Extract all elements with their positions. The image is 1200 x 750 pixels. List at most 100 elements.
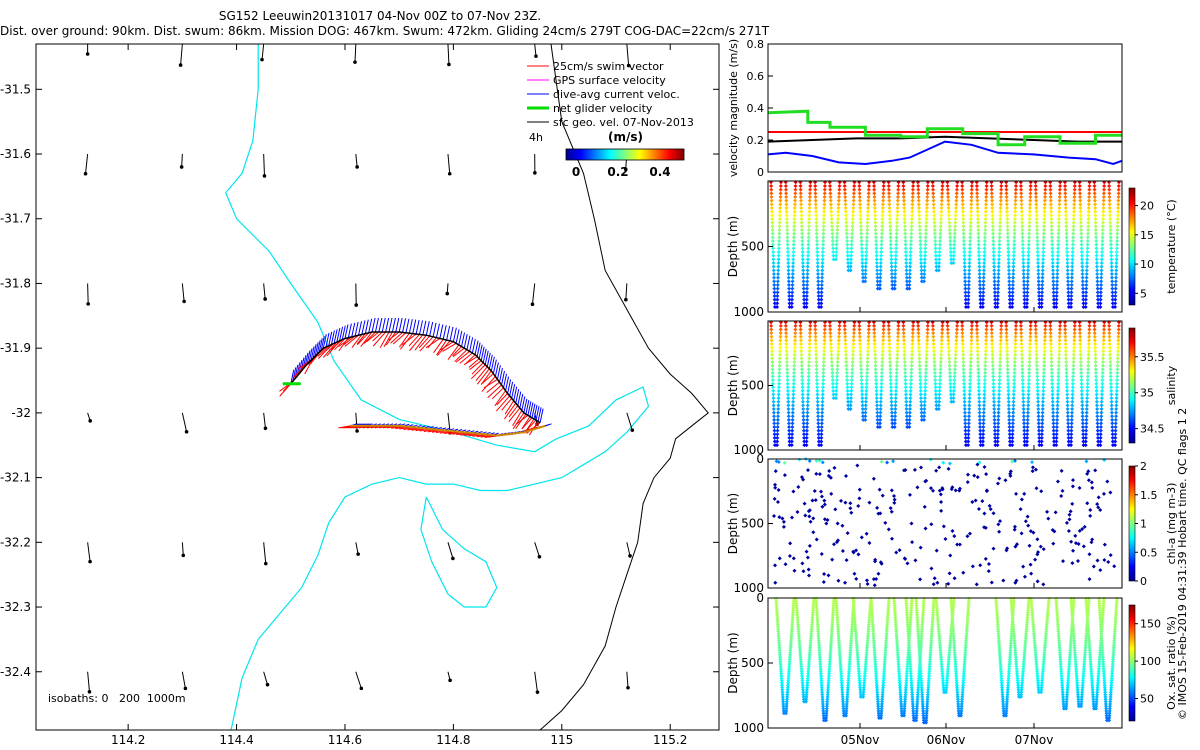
map-legend: 25cm/s swim vector GPS surface velocity … bbox=[527, 60, 694, 179]
depth-tick: 0 bbox=[756, 452, 764, 466]
swim-vector bbox=[440, 341, 454, 351]
dac-vector bbox=[488, 354, 493, 369]
swim-vector bbox=[512, 410, 523, 427]
dac-vector bbox=[361, 320, 366, 335]
map-ytick: -32.3 bbox=[0, 600, 31, 614]
swim-vector bbox=[470, 364, 486, 380]
dac-vector bbox=[449, 326, 454, 341]
dac-vector bbox=[330, 330, 335, 345]
depth-tick: 1000 bbox=[733, 305, 764, 319]
velocity-series-black bbox=[767, 135, 1122, 143]
geo-velocity-arrow bbox=[181, 412, 189, 434]
dac-vector bbox=[344, 324, 349, 339]
swim-vector bbox=[491, 387, 504, 400]
dac-vector bbox=[310, 346, 315, 361]
swim-vector bbox=[508, 407, 521, 422]
dac-vector bbox=[391, 317, 396, 333]
dac-vector bbox=[292, 367, 297, 382]
swim-vector bbox=[475, 366, 488, 382]
geo-velocity-arrow bbox=[83, 153, 89, 176]
swim-vector bbox=[321, 342, 335, 355]
chart-title: SG152 Leeuwin20131017 04-Nov 00Z to 07-N… bbox=[218, 9, 542, 23]
dac-vector bbox=[469, 337, 474, 352]
velocity-ytick: 0 bbox=[757, 166, 764, 179]
swim-vector bbox=[476, 368, 490, 385]
velocity-series-blue bbox=[767, 140, 1123, 166]
isobath-200m-lobe bbox=[420, 496, 498, 608]
geo-velocity-arrow bbox=[626, 671, 630, 690]
geo-velocity-arrow bbox=[263, 671, 270, 687]
colorbar-tick: 35 bbox=[1140, 387, 1154, 400]
dac-vector bbox=[419, 320, 423, 335]
map-xtick: 114.2 bbox=[111, 733, 145, 747]
swim-vector bbox=[521, 417, 533, 430]
dac-vector bbox=[314, 342, 319, 357]
glider-track-return bbox=[350, 424, 546, 437]
coastline bbox=[539, 44, 709, 730]
swim-vector bbox=[343, 335, 356, 346]
geo-velocity-arrow bbox=[87, 671, 92, 694]
velocity-ytick: 0.4 bbox=[747, 102, 765, 115]
dac-vector bbox=[537, 407, 542, 422]
dac-vector bbox=[395, 317, 400, 333]
map-xtick: 114.6 bbox=[328, 733, 362, 747]
swim-vector bbox=[452, 346, 462, 357]
swim-vector bbox=[366, 331, 380, 343]
geo-velocity-arrow bbox=[447, 671, 452, 683]
swim-vector bbox=[356, 333, 366, 345]
geo-velocity-arrow bbox=[87, 542, 92, 564]
dac-vector bbox=[341, 325, 346, 340]
dac-vector bbox=[458, 330, 463, 346]
dac-vector bbox=[371, 317, 376, 333]
swim-vector bbox=[418, 335, 431, 349]
geo-velocity-arrow bbox=[181, 283, 186, 304]
dac-vector bbox=[358, 321, 363, 336]
chlorophyll-panel: 0 500 1000 Depth (m) 0 0.5 1 1.5 2 chl-a (mg m-3) bbox=[726, 452, 1178, 595]
dac-vector bbox=[308, 348, 313, 363]
geo-velocity-arrow bbox=[263, 412, 268, 431]
dac-vector bbox=[519, 393, 524, 409]
swim-vector bbox=[401, 333, 417, 346]
geo-velocity-arrow bbox=[86, 283, 90, 306]
swim-vector bbox=[436, 339, 448, 356]
dac-vector bbox=[412, 319, 417, 334]
dac-vector bbox=[503, 373, 508, 388]
swim-vector bbox=[512, 412, 525, 430]
dac-vector bbox=[523, 398, 528, 413]
dac-vector bbox=[496, 365, 501, 380]
swim-vector bbox=[372, 331, 383, 342]
dac-vector bbox=[482, 348, 487, 363]
dac-vector bbox=[333, 329, 338, 344]
swim-vector bbox=[452, 347, 465, 357]
map-ytick: -32.2 bbox=[0, 535, 31, 549]
oxygen-colorbar bbox=[1128, 604, 1136, 722]
dac-vector bbox=[466, 335, 471, 350]
swim-vector bbox=[322, 341, 338, 358]
colorbar-tick: 15 bbox=[1140, 229, 1154, 242]
colorbar-tick: 2 bbox=[1140, 460, 1147, 473]
map-ytick: -31.5 bbox=[0, 82, 31, 96]
date-tick: 07Nov bbox=[1015, 733, 1054, 747]
geo-velocity-arrow bbox=[530, 283, 536, 307]
dac-vector bbox=[336, 327, 341, 343]
geo-velocity-arrow bbox=[447, 153, 452, 176]
geo-velocity-arrow bbox=[534, 671, 540, 694]
chlorophyll-colorbar bbox=[1128, 465, 1136, 582]
velocity-ytick: 0.6 bbox=[747, 70, 765, 83]
dac-vector bbox=[415, 319, 420, 335]
depth-tick: 1000 bbox=[733, 581, 764, 595]
geo-velocity-arrow bbox=[260, 44, 265, 62]
dac-vector bbox=[484, 350, 489, 365]
swim-vector bbox=[515, 413, 527, 430]
swim-vector bbox=[463, 356, 478, 366]
dac-vector bbox=[478, 344, 483, 359]
swim-vector bbox=[483, 378, 498, 389]
dac-vector bbox=[388, 317, 393, 333]
geo-velocity-arrow bbox=[534, 44, 538, 58]
dac-vector bbox=[517, 391, 522, 406]
geo-velocity-arrow bbox=[354, 283, 359, 307]
dac-vector bbox=[351, 322, 356, 337]
depth-axis-label: Depth (m) bbox=[726, 355, 740, 416]
oxygen-colorbar-label: Ox. sat. ratio (%) bbox=[1165, 616, 1178, 710]
